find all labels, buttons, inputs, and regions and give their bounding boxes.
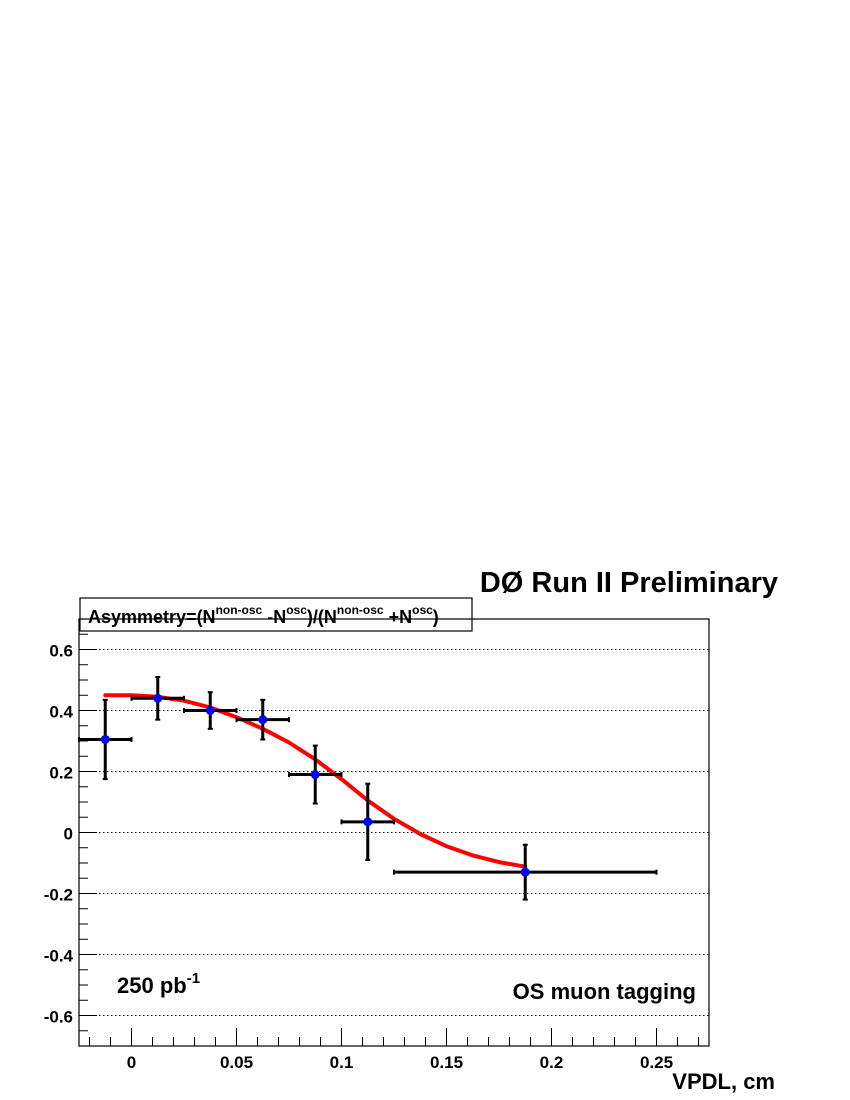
data-marker: [363, 817, 373, 827]
x-axis-label: VPDL, cm: [672, 1069, 775, 1094]
y-tick-label: 0.6: [49, 642, 73, 661]
chart-title-box: Asymmetry=(Nnon-osc -Nosc)/(Nnon-osc +No…: [79, 597, 473, 632]
luminosity-exponent: -1: [187, 970, 200, 987]
y-tick-label: 0.2: [49, 764, 73, 783]
title-part-3: )/(N: [307, 607, 337, 627]
data-point: [288, 744, 343, 805]
title-part-2: -N: [262, 607, 286, 627]
x-tick-label: 0.15: [430, 1053, 463, 1072]
data-marker: [520, 867, 530, 877]
data-point: [340, 782, 395, 861]
y-tick-label: 0.4: [49, 703, 73, 722]
x-tick-label: 0: [127, 1053, 136, 1072]
data-marker: [310, 770, 320, 780]
x-tick-label: 0.1: [330, 1053, 354, 1072]
data-point: [393, 843, 658, 901]
data-point: [78, 698, 133, 781]
data-marker: [205, 706, 215, 715]
data-points-layer: [78, 675, 658, 901]
title-sup-1: non-osc: [216, 603, 263, 617]
x-tick-label: 0.2: [540, 1053, 564, 1072]
data-marker: [100, 734, 110, 744]
title-part-5: ): [433, 607, 439, 627]
title-part-1: Asymmetry=(N: [88, 607, 216, 627]
x-tick-label: 0.05: [220, 1053, 253, 1072]
y-axis: 0.6 0.4 0.2 0 -0.2 -0.4 -0.6: [44, 618, 97, 1032]
luminosity-text: 250 pb: [117, 973, 187, 998]
y-tick-label: -0.6: [44, 1008, 73, 1027]
title-sup-3: non-osc: [337, 603, 384, 617]
chart-title: Asymmetry=(Nnon-osc -Nosc)/(Nnon-osc +No…: [88, 603, 439, 627]
x-tick-label: 0.25: [640, 1053, 673, 1072]
x-axis: 0 0.05 0.1 0.15 0.2 0.25: [89, 1028, 699, 1072]
title-part-4: +N: [384, 607, 413, 627]
y-tick-label: 0: [64, 825, 73, 844]
y-tick-label: -0.4: [44, 947, 74, 966]
chart-header: DØ Run II Preliminary: [480, 567, 778, 599]
title-sup-4: osc: [412, 603, 433, 617]
grid-lines: [79, 649, 709, 1016]
y-tick-label: -0.2: [44, 886, 73, 905]
tagging-annotation: OS muon tagging: [513, 979, 696, 1004]
data-point: [183, 691, 238, 730]
luminosity-annotation: 250 pb-1: [117, 970, 200, 998]
data-marker: [258, 715, 268, 725]
data-point: [130, 675, 185, 721]
data-marker: [153, 693, 163, 703]
title-sup-2: osc: [286, 603, 307, 617]
data-point: [235, 698, 290, 741]
